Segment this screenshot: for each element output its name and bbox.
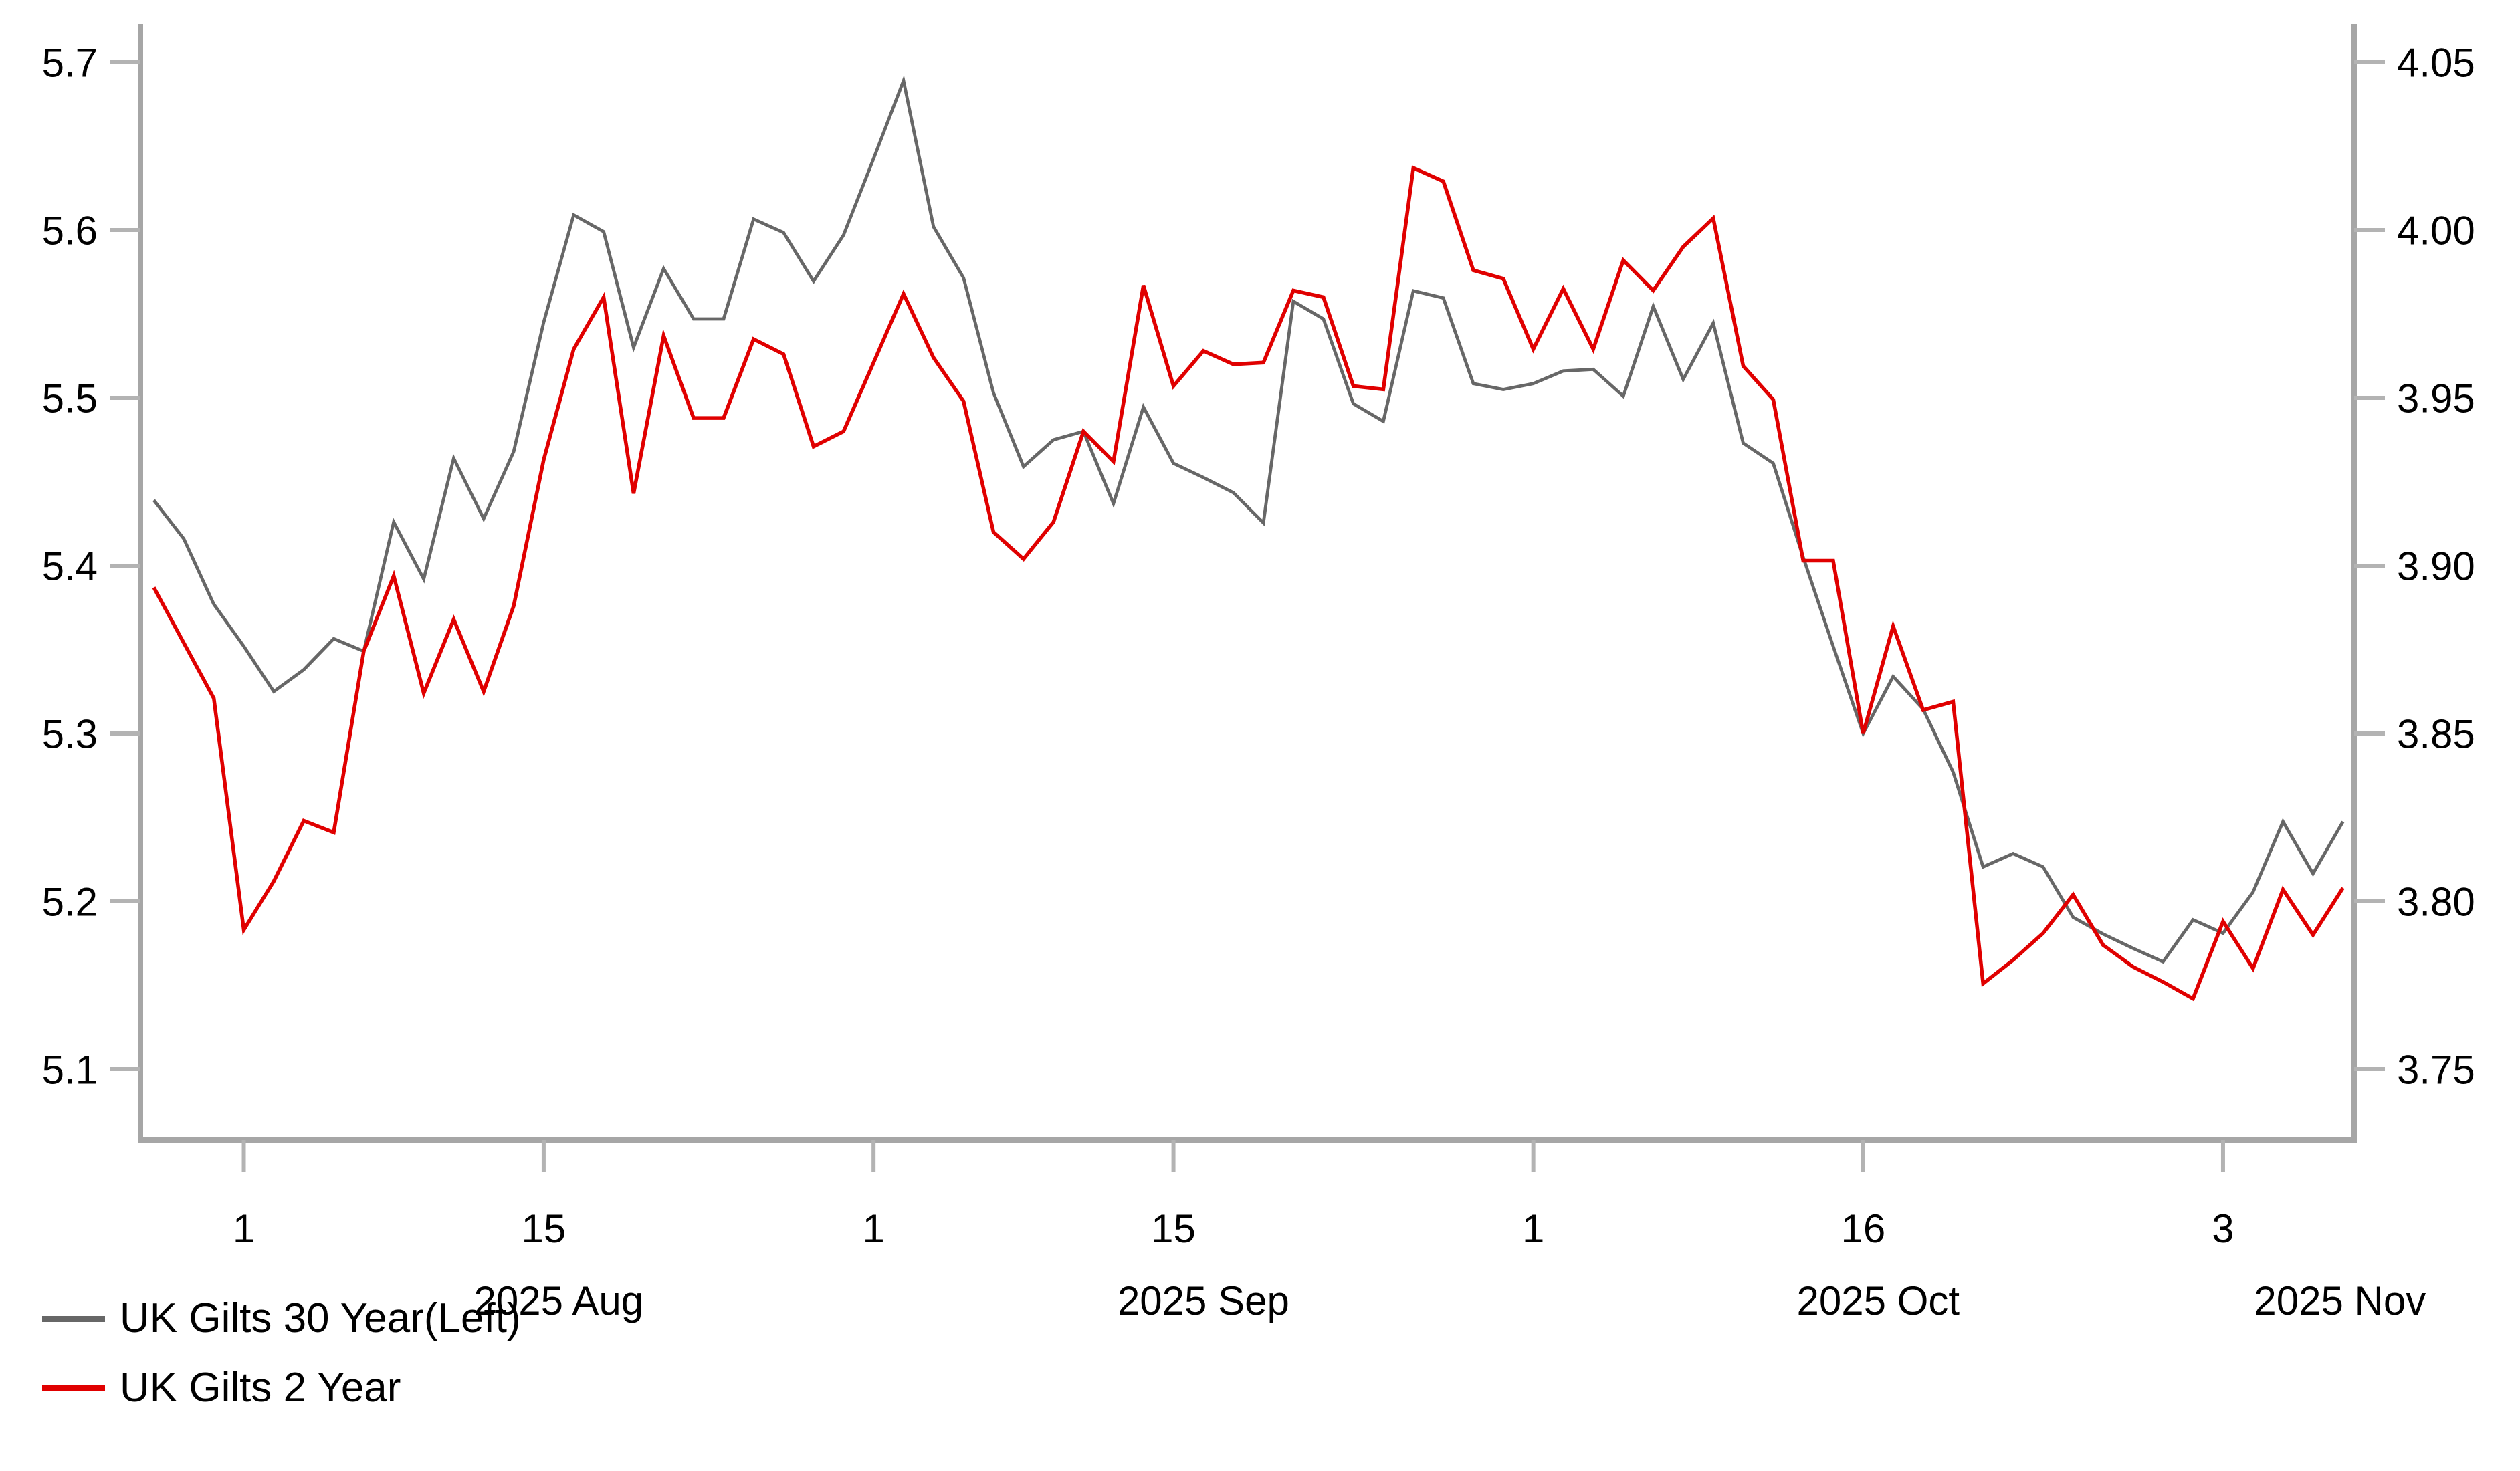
legend-item-2y: UK Gilts 2 Year [42, 1353, 521, 1423]
y-axis-left-label: 5.3 [42, 712, 98, 757]
x-axis-day-label: 1 [862, 1206, 884, 1251]
y-axis-right-label: 4.00 [2397, 209, 2475, 253]
y-axis-left-label: 5.4 [42, 544, 98, 589]
y-axis-left-label: 5.6 [42, 209, 98, 253]
y-axis-right-label: 3.80 [2397, 880, 2475, 925]
x-axis-month-label: 2025 Nov [2254, 1278, 2426, 1323]
series-line-2y [152, 165, 2345, 1002]
y-axis-right-label: 3.85 [2397, 712, 2475, 757]
y-axis-right-label: 3.95 [2397, 376, 2475, 421]
legend-swatch-30y-line [42, 1315, 105, 1322]
legend-label-30y: UK Gilts 30 Year(Left) [120, 1295, 521, 1341]
series-line-30y [152, 75, 2345, 964]
x-axis-day-label: 1 [1522, 1206, 1544, 1251]
y-axis-right-label: 3.75 [2397, 1048, 2475, 1093]
legend-swatch-2y-line [42, 1385, 105, 1391]
x-axis-month-label: 2025 Aug [474, 1278, 644, 1323]
x-axis-day-label: 15 [522, 1206, 566, 1251]
x-axis-month-label: 2025 Sep [1118, 1278, 1289, 1323]
x-axis-day-label: 16 [1841, 1206, 1886, 1251]
x-axis-day-label: 15 [1151, 1206, 1196, 1251]
y-axis-left-label: 5.7 [42, 41, 98, 86]
y-axis-left-label: 5.2 [42, 880, 98, 925]
legend-item-30y: UK Gilts 30 Year(Left) [42, 1284, 521, 1353]
y-axis-right-label: 4.05 [2397, 41, 2475, 86]
y-axis-right-label: 3.90 [2397, 544, 2475, 589]
x-axis-month-label: 2025 Oct [1797, 1278, 1960, 1323]
y-axis-left-label: 5.5 [42, 376, 98, 421]
x-axis-day-label: 3 [2212, 1206, 2234, 1251]
x-axis-day-label: 1 [233, 1206, 255, 1251]
y-axis-left-label: 5.1 [42, 1048, 98, 1093]
legend-label-2y: UK Gilts 2 Year [120, 1365, 401, 1411]
legend: UK Gilts 30 Year(Left) UK Gilts 2 Year [42, 1284, 521, 1423]
